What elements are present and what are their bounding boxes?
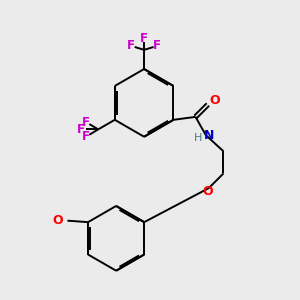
Text: O: O xyxy=(53,214,63,227)
Text: O: O xyxy=(209,94,220,107)
Text: H: H xyxy=(194,133,202,143)
Text: F: F xyxy=(127,39,135,52)
Text: F: F xyxy=(82,116,90,128)
Text: F: F xyxy=(140,32,148,45)
Text: O: O xyxy=(202,185,213,198)
Text: N: N xyxy=(204,129,214,142)
Text: F: F xyxy=(153,39,161,52)
Text: F: F xyxy=(77,123,85,136)
Text: F: F xyxy=(82,130,90,143)
